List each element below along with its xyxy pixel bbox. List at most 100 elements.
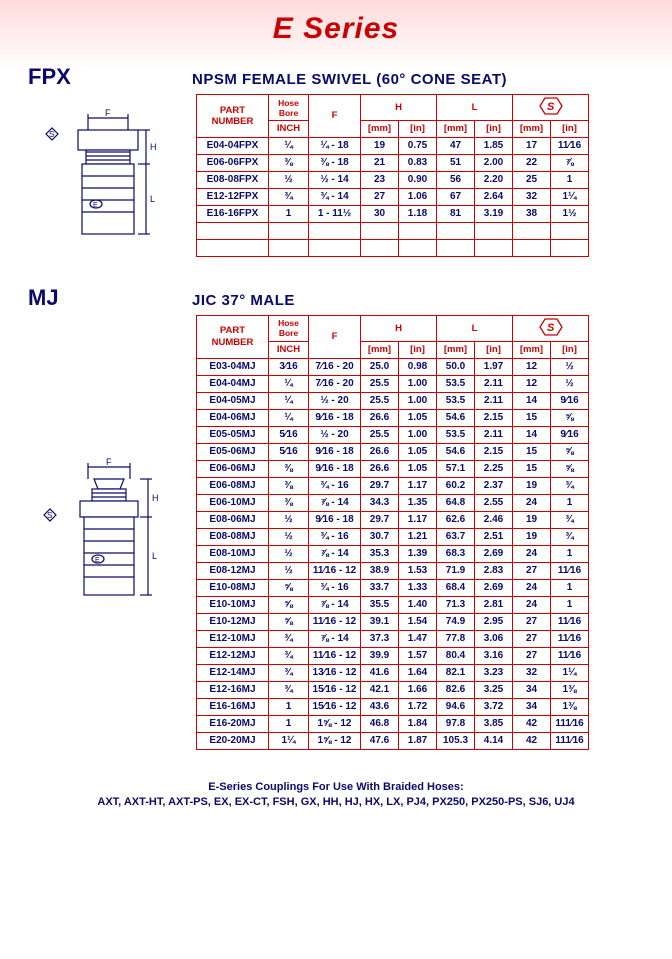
cell-hin: 1.57 <box>399 647 437 664</box>
col-h: H <box>361 315 437 341</box>
fitting-diagram-fpx: S F E H L <box>28 94 188 254</box>
cell-hmm: 29.7 <box>361 511 399 528</box>
cell-smm: 42 <box>513 715 551 732</box>
cell-lmm: 53.5 <box>437 392 475 409</box>
table-row: E05-05MJ5⁄16½ - 2025.51.0053.52.11149⁄16 <box>197 426 589 443</box>
cell-lin: 2.69 <box>475 579 513 596</box>
cell-hmm: 46.8 <box>361 715 399 732</box>
col-part-number: PARTNUMBER <box>197 95 269 138</box>
cell-lmm: 50.0 <box>437 358 475 375</box>
cell-f: 9⁄16 - 18 <box>309 443 361 460</box>
cell-hin: 1.18 <box>399 205 437 222</box>
fitting-diagram-mj: F S E H L <box>28 315 188 615</box>
cell-f: ¾ - 14 <box>309 188 361 205</box>
cell-pn: E05-06MJ <box>197 443 269 460</box>
cell-f: 7⁄16 - 20 <box>309 358 361 375</box>
cell-hin: 1.53 <box>399 562 437 579</box>
cell-lmm: 47 <box>437 137 475 154</box>
cell-sin: 11⁄16 <box>551 613 589 630</box>
cell-f: 1⅝ - 12 <box>309 732 361 749</box>
cell-lmm: 77.8 <box>437 630 475 647</box>
cell-lmm: 54.6 <box>437 443 475 460</box>
cell-hose: ⅜ <box>269 477 309 494</box>
cell-smm: 19 <box>513 528 551 545</box>
cell-hin: 1.66 <box>399 681 437 698</box>
col-mm: [mm] <box>361 121 399 137</box>
cell-lin: 2.69 <box>475 545 513 562</box>
cell-smm: 14 <box>513 426 551 443</box>
cell-lin: 2.25 <box>475 460 513 477</box>
cell-f: ⅞ - 14 <box>309 545 361 562</box>
svg-text:H: H <box>150 142 157 152</box>
cell-lin: 2.81 <box>475 596 513 613</box>
cell-hin: 1.05 <box>399 409 437 426</box>
catalog-page: E Series FPX NPSM FEMALE SWIVEL (60° CON… <box>0 0 672 959</box>
cell-lmm: 71.9 <box>437 562 475 579</box>
cell-lmm: 105.3 <box>437 732 475 749</box>
cell-pn: E04-05MJ <box>197 392 269 409</box>
cell-hose: ¼ <box>269 392 309 409</box>
table-row-blank <box>197 239 589 256</box>
cell-lin: 1.85 <box>475 137 513 154</box>
table-row-blank <box>197 222 589 239</box>
cell-hose: ¾ <box>269 681 309 698</box>
table-row: E06-06FPX⅜⅜ - 18210.83512.0022⅞ <box>197 154 589 171</box>
svg-text:F: F <box>105 108 111 118</box>
cell-lmm: 62.6 <box>437 511 475 528</box>
cell-hmm: 25.5 <box>361 375 399 392</box>
hex-s-icon: S <box>539 97 563 118</box>
cell-f: ¾ - 16 <box>309 528 361 545</box>
table-row: E05-06MJ5⁄169⁄16 - 1826.61.0554.62.1515⅝ <box>197 443 589 460</box>
table-row: E06-08MJ⅜¾ - 1629.71.1760.22.3719¾ <box>197 477 589 494</box>
cell-lin: 3.72 <box>475 698 513 715</box>
cell-hin: 1.05 <box>399 443 437 460</box>
cell-f: ¾ - 16 <box>309 477 361 494</box>
cell-lin: 3.23 <box>475 664 513 681</box>
cell-hmm: 25.5 <box>361 426 399 443</box>
cell-lin: 2.46 <box>475 511 513 528</box>
cell-sin: 1 <box>551 579 589 596</box>
cell-hin: 1.17 <box>399 477 437 494</box>
cell-sin: 1 <box>551 494 589 511</box>
table-row: E10-08MJ⅝¾ - 1633.71.3368.42.69241 <box>197 579 589 596</box>
cell-smm: 15 <box>513 443 551 460</box>
spec-table-mj: PARTNUMBERHoseBoreFHLSINCH[mm][in][mm][i… <box>196 315 589 750</box>
cell-hmm: 39.1 <box>361 613 399 630</box>
cell-lmm: 51 <box>437 154 475 171</box>
cell-hmm: 26.6 <box>361 443 399 460</box>
cell-pn: E16-16FPX <box>197 205 269 222</box>
table-row: E12-12MJ¾11⁄16 - 1239.91.5780.43.162711⁄… <box>197 647 589 664</box>
cell-pn: E10-08MJ <box>197 579 269 596</box>
cell-hose: 1¼ <box>269 732 309 749</box>
cell-lin: 4.14 <box>475 732 513 749</box>
col-l: L <box>437 95 513 121</box>
cell-sin: 1 <box>551 596 589 613</box>
cell-hose: ⅜ <box>269 460 309 477</box>
cell-smm: 15 <box>513 409 551 426</box>
cell-lmm: 53.5 <box>437 375 475 392</box>
cell-pn: E04-04MJ <box>197 375 269 392</box>
cell-hmm: 35.5 <box>361 596 399 613</box>
cell-sin: 1⅜ <box>551 681 589 698</box>
col-f: F <box>309 95 361 138</box>
cell-lmm: 71.3 <box>437 596 475 613</box>
cell-hmm: 23 <box>361 171 399 188</box>
col-f: F <box>309 315 361 358</box>
cell-lmm: 53.5 <box>437 426 475 443</box>
cell-pn: E16-20MJ <box>197 715 269 732</box>
cell-hose: ⅝ <box>269 579 309 596</box>
col-in: [in] <box>551 121 589 137</box>
col-part-number: PARTNUMBER <box>197 315 269 358</box>
cell-hmm: 38.9 <box>361 562 399 579</box>
cell-lin: 3.16 <box>475 647 513 664</box>
cell-hin: 1.54 <box>399 613 437 630</box>
cell-smm: 34 <box>513 698 551 715</box>
cell-sin: ¾ <box>551 528 589 545</box>
cell-lmm: 80.4 <box>437 647 475 664</box>
section-title: NPSM FEMALE SWIVEL (60° CONE SEAT) <box>192 71 507 88</box>
table-row: E03-04MJ3⁄167⁄16 - 2025.00.9850.01.9712½ <box>197 358 589 375</box>
col-hose-bore: HoseBore <box>269 315 309 341</box>
cell-hmm: 26.6 <box>361 409 399 426</box>
cell-lin: 2.15 <box>475 443 513 460</box>
col-in: [in] <box>551 342 589 358</box>
